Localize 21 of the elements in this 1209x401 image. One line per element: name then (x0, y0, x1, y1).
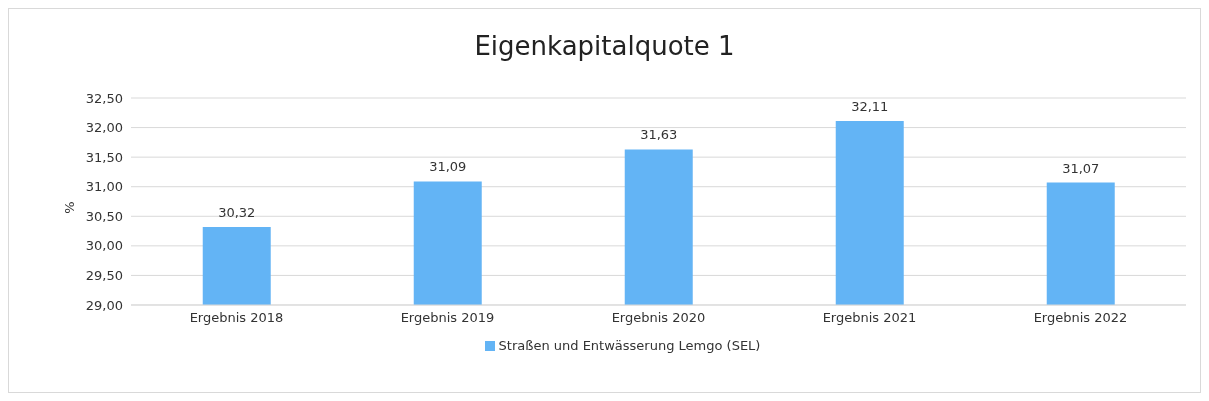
y-tick-label: 30,50 (85, 208, 123, 224)
x-tick-label: Ergebnis 2018 (189, 310, 284, 326)
y-tick-label: 29,00 (85, 297, 123, 313)
x-tick-label: Ergebnis 2020 (611, 310, 706, 326)
data-label: 31,09 (429, 159, 467, 175)
legend-label: Straßen und Entwässerung Lemgo (SEL) (498, 338, 761, 353)
y-tick-label: 32,00 (85, 120, 123, 136)
chart-title: Eigenkapitalquote 1 (473, 31, 736, 61)
y-tick-label: 32,50 (85, 90, 123, 106)
data-label: 30,32 (218, 204, 256, 220)
data-label: 31,07 (1062, 160, 1100, 176)
x-tick-label: Ergebnis 2019 (400, 310, 495, 326)
y-axis-title: % (61, 201, 77, 214)
y-tick-label: 31,50 (85, 149, 123, 165)
x-tick-label: Ergebnis 2021 (822, 310, 917, 326)
data-label: 32,11 (851, 99, 889, 115)
y-tick-label: 30,00 (85, 238, 123, 254)
y-tick-label: 31,00 (85, 179, 123, 195)
y-tick-label: 29,50 (85, 268, 123, 284)
x-tick-label: Ergebnis 2022 (1033, 310, 1128, 326)
data-label: 31,63 (640, 127, 678, 143)
